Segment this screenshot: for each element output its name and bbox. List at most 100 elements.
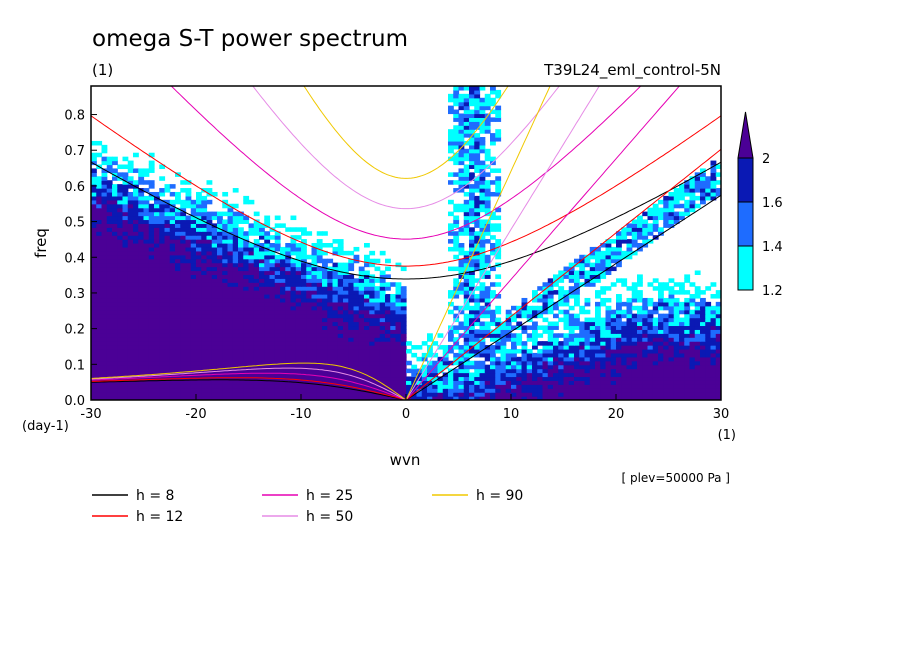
spectrum-cell (600, 384, 607, 389)
spectrum-cell (337, 321, 344, 327)
spectrum-cell (201, 235, 208, 240)
spectrum-cell (243, 309, 250, 315)
spectrum-cell (190, 392, 197, 397)
spectrum-cell (169, 321, 176, 327)
spectrum-cell (122, 278, 129, 283)
spectrum-cell (694, 325, 701, 330)
spectrum-cell (658, 282, 664, 287)
spectrum-cell (274, 266, 281, 272)
spectrum-cell (243, 215, 250, 221)
spectrum-cell (673, 321, 680, 327)
spectrum-cell (227, 356, 234, 362)
spectrum-cell (589, 282, 596, 287)
spectrum-cell (164, 309, 171, 315)
spectrum-cell (164, 294, 171, 299)
spectrum-cell (180, 380, 187, 385)
spectrum-cell (138, 396, 145, 400)
spectrum-cell (159, 243, 166, 248)
spectrum-cell (285, 250, 292, 256)
spectrum-cell (243, 380, 250, 385)
spectrum-cell (490, 109, 496, 115)
spectrum-cell (400, 317, 407, 323)
spectrum-cell (201, 352, 208, 358)
spectrum-cell (458, 356, 465, 362)
spectrum-cell (264, 356, 271, 362)
spectrum-cell (217, 231, 223, 236)
spectrum-cell (668, 396, 675, 400)
spectrum-cell (206, 180, 213, 185)
spectrum-cell (390, 368, 397, 374)
spectrum-cell (710, 388, 717, 393)
spectrum-cell (463, 203, 470, 209)
spectrum-cell (694, 329, 701, 334)
spectrum-cell (180, 219, 187, 224)
spectrum-cell (673, 337, 680, 342)
spectrum-cell (547, 360, 554, 366)
spectrum-cell (390, 317, 397, 323)
spectrum-cell (127, 207, 134, 213)
spectrum-cell (390, 352, 397, 358)
spectrum-cell (626, 352, 633, 358)
spectrum-cell (301, 345, 307, 350)
spectrum-cell (610, 368, 617, 374)
spectrum-cell (605, 376, 612, 381)
spectrum-cell (290, 286, 297, 291)
spectrum-cell (385, 321, 391, 327)
spectrum-cell (264, 368, 271, 374)
spectrum-cell (463, 207, 470, 213)
spectrum-cell (301, 282, 307, 287)
spectrum-cell (327, 294, 334, 299)
spectrum-cell (169, 235, 176, 240)
spectrum-cell (148, 266, 155, 272)
spectrum-cell (374, 278, 381, 283)
spectrum-cell (96, 352, 103, 358)
spectrum-cell (495, 89, 502, 95)
spectrum-cell (453, 317, 460, 323)
spectrum-cell (642, 396, 649, 400)
spectrum-cell (505, 396, 512, 400)
spectrum-cell (427, 333, 433, 338)
spectrum-cell (374, 384, 381, 389)
spectrum-cell (306, 254, 313, 260)
spectrum-cell (364, 345, 370, 350)
spectrum-cell (143, 297, 150, 303)
spectrum-cell (458, 180, 465, 185)
spectrum-cell (243, 258, 250, 264)
spectrum-cell (101, 337, 108, 342)
spectrum-cell (159, 258, 166, 264)
spectrum-cell (715, 356, 721, 362)
spectrum-cell (164, 254, 171, 260)
spectrum-cell (217, 286, 223, 291)
spectrum-cell (311, 243, 318, 248)
spectrum-cell (537, 325, 544, 330)
spectrum-cell (185, 286, 192, 291)
spectrum-cell (589, 384, 596, 389)
spectrum-cell (479, 117, 486, 122)
spectrum-cell (322, 301, 328, 307)
spectrum-cell (442, 396, 449, 400)
spectrum-cell (180, 348, 187, 354)
spectrum-cell (253, 368, 260, 374)
spectrum-cell (584, 352, 591, 358)
spectrum-cell (715, 388, 721, 393)
spectrum-cell (458, 321, 465, 327)
spectrum-cell (206, 345, 213, 350)
spectrum-cell (180, 262, 187, 268)
spectrum-cell (201, 246, 208, 252)
spectrum-cell (432, 368, 439, 374)
spectrum-cell (484, 117, 491, 122)
spectrum-cell (689, 388, 696, 393)
spectrum-cell (474, 156, 481, 162)
spectrum-cell (211, 235, 218, 240)
spectrum-cell (395, 376, 402, 381)
spectrum-cell (595, 348, 601, 354)
spectrum-cell (385, 380, 391, 385)
spectrum-cell (316, 376, 323, 381)
spectrum-cell (227, 211, 234, 217)
spectrum-cell (269, 309, 276, 315)
spectrum-cell (295, 274, 302, 279)
spectrum-cell (327, 286, 334, 291)
spectrum-cell (280, 286, 286, 291)
spectrum-cell (227, 270, 234, 275)
spectrum-cell (694, 348, 701, 354)
